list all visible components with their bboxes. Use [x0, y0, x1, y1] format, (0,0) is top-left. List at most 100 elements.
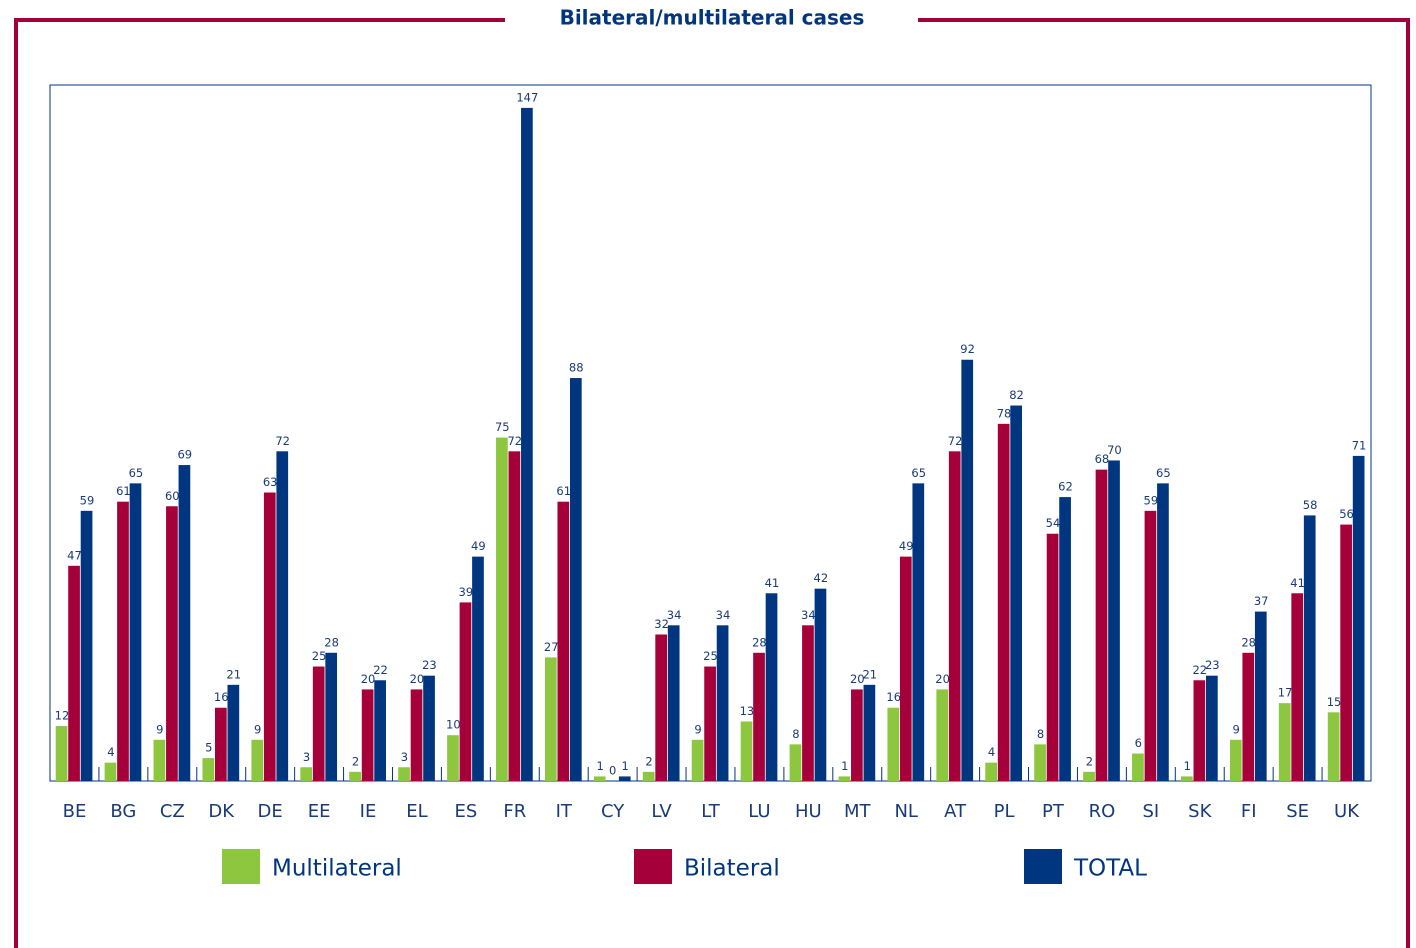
bar — [593, 776, 606, 781]
bar — [263, 492, 276, 781]
data-label: 68 — [1095, 452, 1110, 466]
bar — [276, 451, 289, 781]
x-tick-label: SK — [1188, 801, 1212, 822]
bar — [642, 771, 655, 781]
data-label: 1 — [596, 759, 603, 773]
bar — [569, 378, 582, 781]
data-label: 65 — [911, 466, 926, 480]
legend-label: Bilateral — [684, 856, 780, 882]
data-label: 34 — [801, 608, 816, 622]
data-label: 65 — [1156, 466, 1171, 480]
data-label: 75 — [495, 420, 510, 434]
bar — [912, 483, 925, 781]
bar — [1291, 593, 1304, 781]
data-label: 72 — [948, 434, 963, 448]
bar — [361, 689, 374, 781]
bar — [1242, 652, 1255, 781]
x-tick-label: ES — [454, 801, 477, 822]
data-label: 61 — [556, 484, 571, 498]
bar — [1193, 680, 1206, 781]
data-label: 6 — [1135, 736, 1142, 750]
data-label: 2 — [352, 754, 359, 768]
data-label: 27 — [544, 640, 559, 654]
data-label: 82 — [1009, 388, 1024, 402]
data-label: 10 — [446, 718, 461, 732]
data-label: 1 — [621, 759, 628, 773]
bar — [1034, 744, 1046, 781]
x-tick-label: BE — [63, 801, 87, 822]
x-tick-label: LU — [748, 801, 770, 822]
data-label: 9 — [1233, 722, 1240, 736]
data-label: 16 — [214, 690, 229, 704]
x-tick-label: NL — [894, 801, 918, 822]
data-label: 9 — [694, 722, 701, 736]
data-label: 15 — [1327, 695, 1342, 709]
bar — [814, 588, 827, 781]
bar — [1059, 497, 1071, 781]
bar — [789, 744, 802, 781]
x-tick-label: LV — [651, 801, 672, 822]
bar — [312, 666, 325, 781]
data-label: 65 — [129, 466, 144, 480]
x-tick-label: DK — [208, 801, 235, 822]
bar — [667, 625, 680, 781]
bar — [447, 735, 459, 781]
x-tick-label: CZ — [160, 801, 185, 822]
data-label: 4 — [988, 745, 995, 759]
legend-swatch — [1024, 849, 1062, 884]
data-label: 60 — [165, 489, 180, 503]
bar — [178, 465, 191, 781]
x-tick-label: BG — [110, 801, 136, 822]
bar — [398, 767, 410, 781]
bar — [740, 721, 753, 781]
bar — [1095, 469, 1108, 781]
data-label: 69 — [177, 448, 192, 462]
bar — [704, 666, 716, 781]
data-label: 88 — [569, 361, 584, 375]
data-label: 2 — [1086, 754, 1093, 768]
data-label: 41 — [1290, 576, 1305, 590]
bar — [325, 652, 338, 781]
data-label: 2 — [645, 754, 652, 768]
data-label: 32 — [654, 617, 669, 631]
data-label: 34 — [716, 608, 731, 622]
data-label: 13 — [740, 704, 755, 718]
x-tick-label: LT — [701, 801, 721, 822]
bar — [851, 689, 863, 781]
data-label: 22 — [1192, 663, 1207, 677]
data-label: 39 — [459, 585, 474, 599]
bar — [948, 451, 961, 781]
x-tick-label: SI — [1142, 801, 1159, 822]
bar — [1181, 776, 1193, 781]
x-tick-label: SE — [1286, 801, 1309, 822]
bar — [214, 707, 227, 781]
data-label: 9 — [156, 722, 163, 736]
data-label: 58 — [1303, 498, 1318, 512]
data-label: 25 — [703, 649, 718, 663]
frame — [14, 18, 1410, 948]
x-tick-label: PT — [1042, 801, 1065, 822]
bar — [1144, 510, 1157, 781]
x-tick-label: DE — [258, 801, 283, 822]
x-tick-label: MT — [844, 801, 872, 822]
data-label: 42 — [814, 571, 829, 585]
bar — [1108, 460, 1120, 781]
bar — [1327, 712, 1340, 781]
bar — [961, 359, 974, 781]
data-label: 16 — [886, 690, 901, 704]
x-tick-label: EE — [308, 801, 331, 822]
bar — [521, 107, 533, 782]
bar — [374, 680, 386, 781]
data-label: 47 — [67, 548, 82, 562]
bar — [117, 501, 129, 781]
bar — [1229, 739, 1242, 781]
bar — [802, 625, 814, 781]
bar — [423, 675, 435, 781]
x-tick-label: FI — [1241, 801, 1257, 822]
data-label: 23 — [1205, 658, 1220, 672]
data-label: 28 — [752, 635, 767, 649]
x-tick-label: IT — [556, 801, 573, 822]
bar — [1254, 611, 1267, 781]
data-label: 41 — [765, 576, 780, 590]
data-label: 92 — [960, 342, 975, 356]
